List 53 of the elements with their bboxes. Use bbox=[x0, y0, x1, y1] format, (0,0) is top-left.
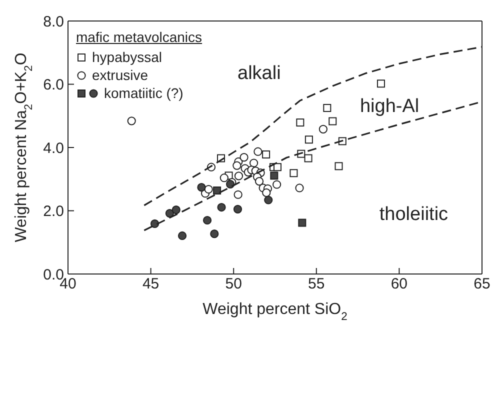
point bbox=[127, 116, 136, 126]
point bbox=[270, 172, 278, 180]
point bbox=[210, 230, 219, 238]
point bbox=[272, 180, 282, 189]
point bbox=[295, 184, 304, 192]
y-tick-label: 4.0 bbox=[43, 140, 64, 157]
point bbox=[318, 124, 328, 134]
annotation: high-Al bbox=[360, 96, 420, 118]
point bbox=[232, 161, 242, 170]
point bbox=[233, 204, 242, 214]
point bbox=[172, 206, 180, 214]
point bbox=[254, 177, 264, 186]
point bbox=[334, 162, 343, 170]
point bbox=[240, 153, 248, 162]
y-tick-label: 2.0 bbox=[43, 203, 64, 220]
point bbox=[197, 183, 206, 192]
point bbox=[202, 216, 212, 225]
point bbox=[234, 172, 244, 180]
point bbox=[290, 169, 298, 178]
legend-label: hypabyssal bbox=[92, 49, 162, 65]
x-tick-label: 45 bbox=[142, 276, 160, 293]
x-tick-label: 50 bbox=[225, 276, 242, 293]
point bbox=[254, 147, 262, 156]
point bbox=[262, 188, 271, 198]
point bbox=[178, 231, 187, 240]
legend-title: mafic metavolcanics bbox=[76, 29, 202, 45]
point bbox=[304, 136, 313, 144]
point bbox=[250, 158, 258, 168]
point bbox=[376, 80, 385, 88]
x-tick-label: 55 bbox=[308, 276, 325, 293]
point bbox=[150, 219, 160, 228]
point bbox=[262, 150, 270, 158]
point bbox=[296, 118, 304, 127]
point bbox=[217, 202, 226, 212]
annotation: tholeiitic bbox=[379, 204, 448, 225]
y-tick-label: 6.0 bbox=[43, 76, 64, 94]
y-tick-label: 8.0 bbox=[43, 13, 64, 30]
point bbox=[234, 190, 242, 199]
point bbox=[328, 117, 337, 126]
point bbox=[298, 218, 306, 227]
point bbox=[220, 174, 228, 182]
point bbox=[213, 186, 222, 195]
x-tick-label: 60 bbox=[390, 276, 408, 293]
point bbox=[273, 163, 282, 172]
point bbox=[204, 184, 213, 194]
point bbox=[264, 196, 273, 204]
legend-label: komatiitic (?) bbox=[104, 85, 184, 101]
point bbox=[323, 104, 332, 112]
annotation: alkali bbox=[238, 62, 281, 84]
legend-label: extrusive bbox=[92, 67, 148, 83]
point bbox=[304, 154, 312, 162]
x-axis-title: Weight percent SiO$_{2}$ bbox=[202, 301, 348, 323]
x-tick-label: 65 bbox=[474, 276, 490, 293]
